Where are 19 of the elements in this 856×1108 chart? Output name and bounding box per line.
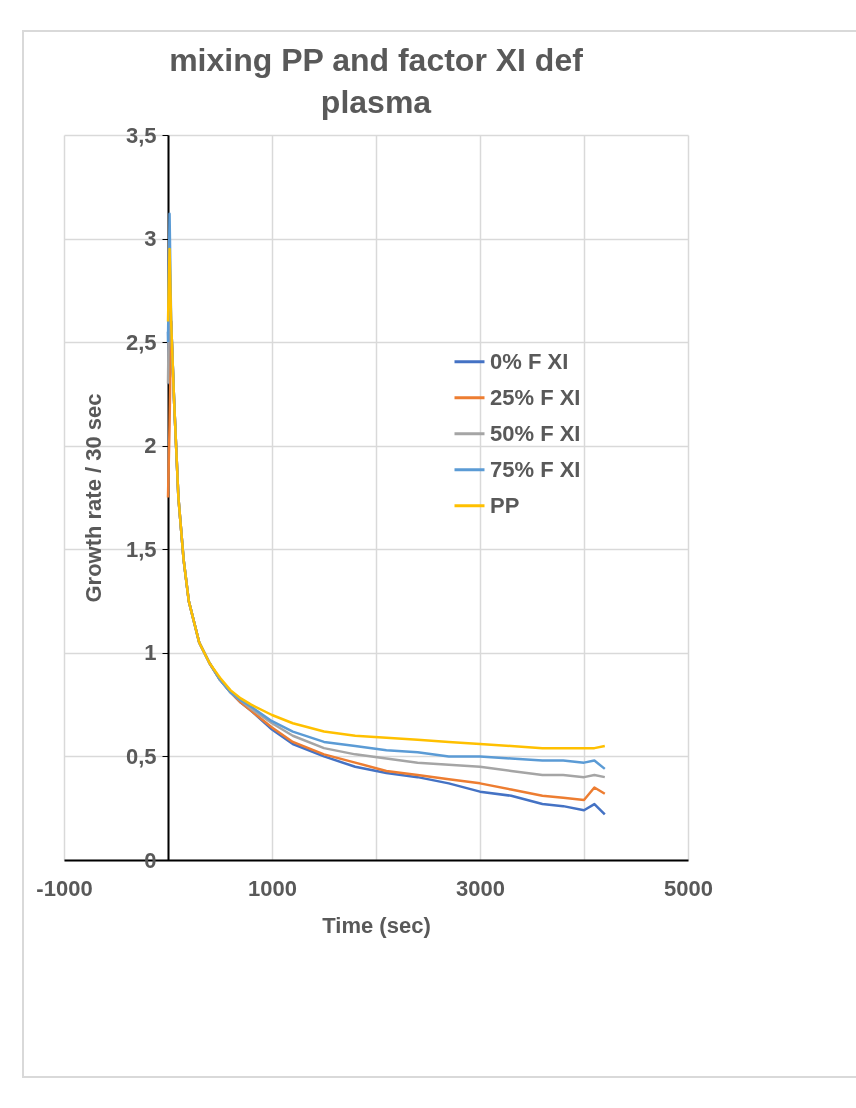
x-tick-label: 1000 <box>248 875 297 901</box>
y-tick-label: 3,5 <box>125 122 157 148</box>
x-tick-label: 3000 <box>456 875 505 901</box>
legend-label: 50% F XI <box>490 420 581 446</box>
y-tick-label: 1,5 <box>125 536 157 562</box>
legend-label: 75% F XI <box>490 456 581 482</box>
x-axis-title: Time (sec) <box>322 912 431 938</box>
chart-title: mixing PP and factor XI def plasma <box>169 42 584 120</box>
legend-label: 0% F XI <box>490 348 569 374</box>
legend-label: 25% F XI <box>490 384 581 410</box>
y-tick-label: 0,5 <box>125 743 157 769</box>
y-tick-label: 2 <box>144 433 157 459</box>
y-tick-label: 2,5 <box>125 329 157 355</box>
y-tick-label: 1 <box>144 640 157 666</box>
x-tick-label: 5000 <box>664 875 713 901</box>
y-tick-label: 3 <box>144 226 157 252</box>
legend-label: PP <box>490 492 520 518</box>
y-axis-title: Growth rate / 30 sec <box>80 393 106 603</box>
x-tick-label: -1000 <box>36 875 93 901</box>
